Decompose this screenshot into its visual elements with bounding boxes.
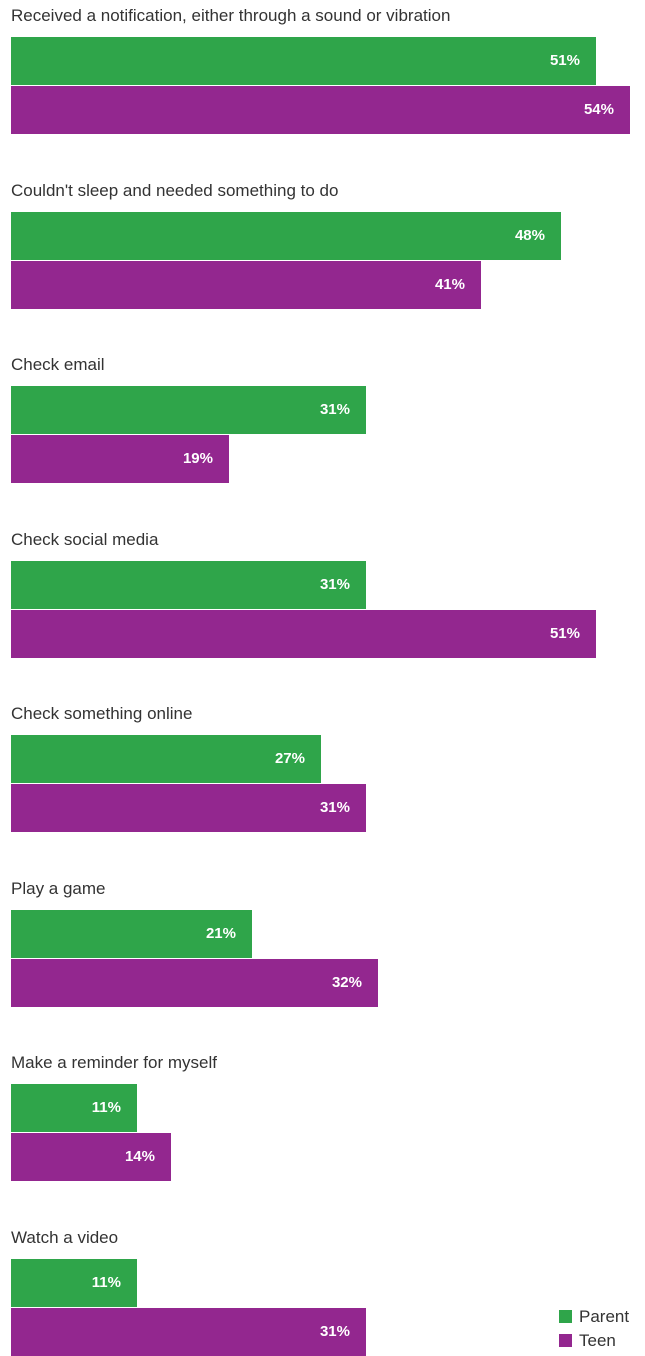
category-label-play-a-game: Play a game — [11, 878, 106, 898]
category-label-watch-a-video: Watch a video — [11, 1227, 119, 1247]
legend-item-teen: Teen — [559, 1329, 629, 1353]
bar-parent-check-something-online: 27% — [11, 735, 321, 783]
bar-value-label: 31% — [319, 575, 350, 593]
bar-value-label: 31% — [319, 401, 350, 418]
bar-value-label: 51% — [549, 624, 580, 642]
legend-label-teen: Teen — [579, 1331, 616, 1350]
bar-value-label: 41% — [434, 275, 465, 293]
bar-parent-watch-a-video: 11% — [11, 1258, 137, 1307]
legend-item-parent: Parent — [559, 1305, 629, 1329]
bar-parent-make-a-reminder-for-myself: 11% — [11, 1084, 137, 1132]
bar-value-label: 54% — [583, 101, 614, 118]
bar-teen-check-social-media: 51% — [11, 609, 596, 658]
bar-value-label: 51% — [549, 52, 580, 69]
bar-parent-couldn-t-sleep-and-needed-something-to-do: 48% — [11, 211, 561, 260]
category-label-check-email: Check email — [11, 355, 105, 374]
bar-parent-received-a-notification-either-through-a-sound-or-vibration: 51% — [11, 37, 596, 85]
bar-value-label: 31% — [319, 1322, 350, 1340]
bar-value-label: 21% — [205, 924, 236, 942]
bar-teen-make-a-reminder-for-myself: 14% — [11, 1133, 171, 1181]
category-label-check-something-online: Check something online — [11, 704, 193, 723]
bar-parent-check-email: 31% — [11, 386, 366, 434]
bar-teen-received-a-notification-either-through-a-sound-or-vibration: 54% — [11, 86, 630, 134]
bar-parent-play-a-game: 21% — [11, 909, 252, 958]
category-label-received-a-notification-either-through-a-sound-or-vibration: Received a notification, either through … — [11, 6, 451, 25]
legend-swatch-parent — [559, 1310, 572, 1323]
bar-value-label: 14% — [124, 1148, 155, 1165]
bar-teen-couldn-t-sleep-and-needed-something-to-do: 41% — [11, 260, 481, 309]
category-label-couldn-t-sleep-and-needed-something-to-do: Couldn't sleep and needed something to d… — [11, 180, 339, 200]
bar-teen-watch-a-video: 31% — [11, 1307, 366, 1356]
bar-value-label: 31% — [319, 799, 350, 816]
bar-value-label: 27% — [274, 750, 305, 767]
category-label-check-social-media: Check social media — [11, 529, 159, 549]
bar-teen-check-something-online: 31% — [11, 784, 366, 832]
category-label-make-a-reminder-for-myself: Make a reminder for myself — [11, 1053, 217, 1072]
bar-teen-check-email: 19% — [11, 435, 229, 483]
bar-value-label: 32% — [331, 973, 362, 991]
legend: Parent Teen — [559, 1305, 629, 1353]
bar-value-label: 19% — [182, 450, 213, 467]
bar-value-label: 48% — [514, 226, 545, 244]
bar-parent-check-social-media: 31% — [11, 560, 366, 609]
bar-teen-play-a-game: 32% — [11, 958, 378, 1007]
bar-value-label: 11% — [91, 1099, 121, 1116]
legend-swatch-teen — [559, 1334, 572, 1347]
bar-value-label: 11% — [91, 1273, 121, 1291]
legend-label-parent: Parent — [579, 1307, 630, 1326]
